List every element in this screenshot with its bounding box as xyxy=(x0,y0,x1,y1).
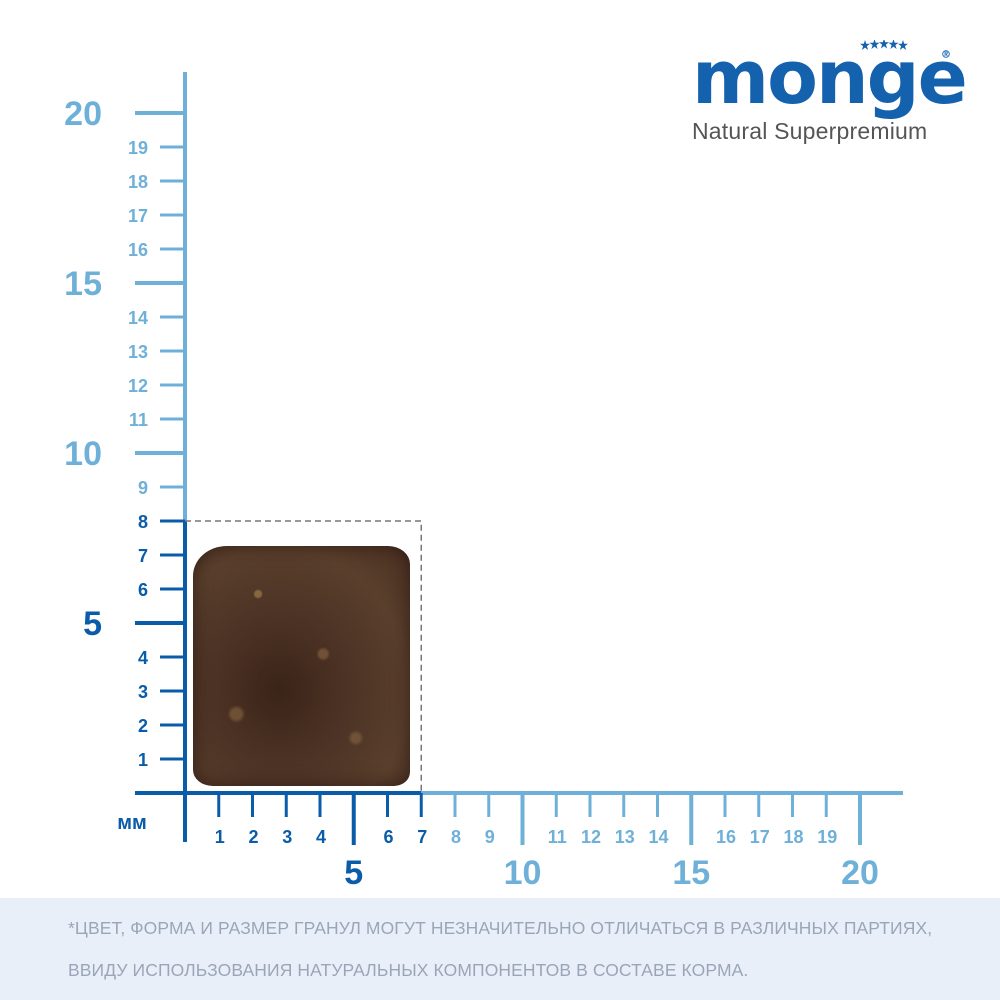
y-minor-label: 3 xyxy=(138,682,148,702)
y-minor-label: 8 xyxy=(138,512,148,532)
x-major-label: 15 xyxy=(672,854,710,892)
x-minor-label: 6 xyxy=(383,827,393,847)
y-major-label: 5 xyxy=(83,605,102,643)
x-major-label: 20 xyxy=(841,854,879,892)
x-minor-label: 4 xyxy=(316,827,326,847)
y-minor-label: 1 xyxy=(138,750,148,770)
y-minor-label: 6 xyxy=(138,580,148,600)
y-minor-label: 9 xyxy=(138,478,148,498)
monge-logo: Monge Natural Superpremium xyxy=(692,35,968,144)
x-minor-label: 12 xyxy=(581,827,601,847)
x-minor-label: 17 xyxy=(750,827,770,847)
x-minor-label: 18 xyxy=(783,827,803,847)
y-major-label: 10 xyxy=(64,435,102,473)
size-outline xyxy=(185,520,422,793)
x-major-label: 10 xyxy=(504,854,542,892)
y-major-label: 15 xyxy=(64,265,102,303)
x-minor-label: 11 xyxy=(548,827,567,847)
y-major-label: 20 xyxy=(64,95,102,133)
x-minor-label: 3 xyxy=(282,827,292,847)
y-minor-label: 16 xyxy=(128,240,148,260)
y-minor-label: 19 xyxy=(128,138,148,158)
disclaimer-line-1: *ЦВЕТ, ФОРМА И РАЗМЕР ГРАНУЛ МОГУТ НЕЗНА… xyxy=(68,918,933,938)
unit-label: мм xyxy=(117,812,147,834)
x-minor-label: 8 xyxy=(451,827,461,847)
x-minor-label: 14 xyxy=(648,827,668,847)
y-minor-label: 18 xyxy=(128,172,148,192)
x-minor-label: 19 xyxy=(817,827,837,847)
y-minor-label: 12 xyxy=(128,376,148,396)
x-major-label: 5 xyxy=(344,854,363,892)
x-minor-label: 16 xyxy=(716,827,736,847)
logo-tagline: Natural Superpremium xyxy=(692,118,928,144)
y-minor-label: 7 xyxy=(138,546,148,566)
x-minor-label: 7 xyxy=(417,827,427,847)
registered-icon xyxy=(942,50,950,58)
x-minor-label: 2 xyxy=(248,827,258,847)
y-minor-label: 14 xyxy=(128,308,148,328)
disclaimer-banner: *ЦВЕТ, ФОРМА И РАЗМЕР ГРАНУЛ МОГУТ НЕЗНА… xyxy=(0,898,1000,1000)
stars-icon xyxy=(860,40,908,50)
y-minor-label: 4 xyxy=(138,648,148,668)
y-minor-label: 11 xyxy=(129,410,148,430)
x-minor-label: 1 xyxy=(215,827,225,847)
y-minor-label: 2 xyxy=(138,716,148,736)
measurement-ruler: 1122334455667788991010111112121313141415… xyxy=(64,72,903,892)
y-minor-label: 13 xyxy=(128,342,148,362)
disclaimer-line-2: ВВИДУ ИСПОЛЬЗОВАНИЯ НАТУРАЛЬНЫХ КОМПОНЕН… xyxy=(68,960,749,980)
x-minor-label: 13 xyxy=(615,827,635,847)
x-minor-label: 9 xyxy=(485,827,495,847)
logo-wordmark: Monge xyxy=(692,35,968,121)
kibble-photo xyxy=(193,546,410,786)
y-minor-label: 17 xyxy=(128,206,148,226)
